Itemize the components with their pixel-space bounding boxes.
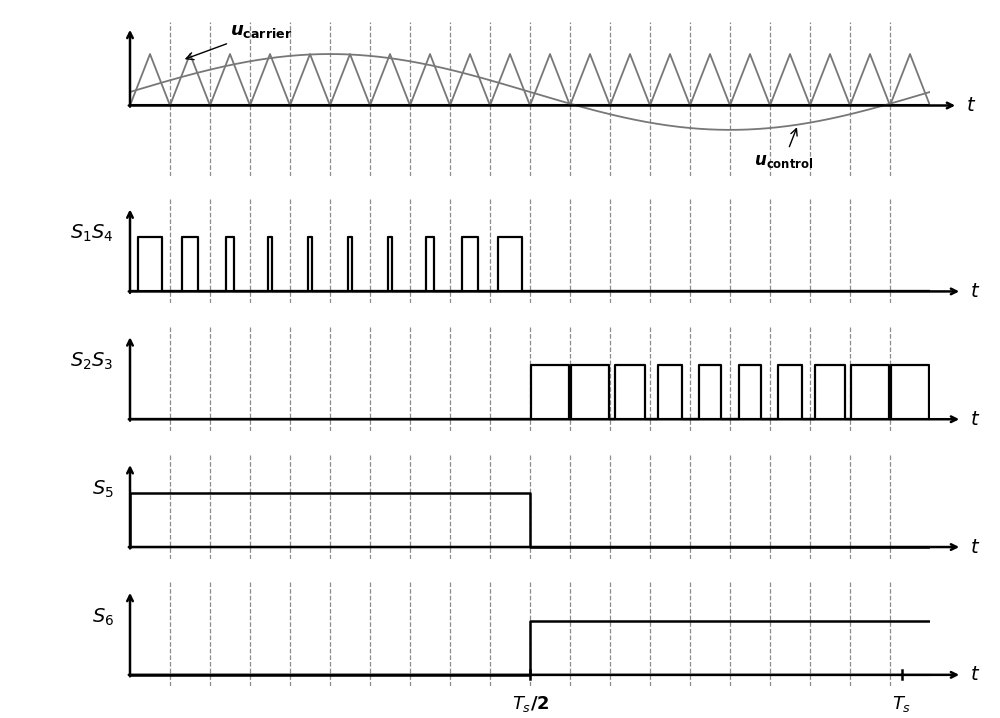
Text: $\boldsymbol{T_s/2}$: $\boldsymbol{T_s/2}$ xyxy=(512,694,548,714)
Text: $\boldsymbol{u}_{\rm\mathbf{carrier}}$: $\boldsymbol{u}_{\rm\mathbf{carrier}}$ xyxy=(186,22,292,60)
Text: $\boldsymbol{S_6}$: $\boldsymbol{S_6}$ xyxy=(92,607,114,628)
Text: $\boldsymbol{T_s}$: $\boldsymbol{T_s}$ xyxy=(892,694,912,714)
Text: $t$: $t$ xyxy=(970,282,980,301)
Text: $\boldsymbol{S_2}\boldsymbol{S_3}$: $\boldsymbol{S_2}\boldsymbol{S_3}$ xyxy=(70,351,114,372)
Text: $t$: $t$ xyxy=(970,410,980,429)
Text: $t$: $t$ xyxy=(966,96,976,115)
Text: $t$: $t$ xyxy=(970,538,980,556)
Text: $\boldsymbol{S_5}$: $\boldsymbol{S_5}$ xyxy=(92,479,114,500)
Text: $\boldsymbol{S_1}\boldsymbol{S_4}$: $\boldsymbol{S_1}\boldsymbol{S_4}$ xyxy=(70,223,114,244)
Text: $t$: $t$ xyxy=(970,666,980,684)
Text: $\boldsymbol{u}_{\rm\mathbf{control}}$: $\boldsymbol{u}_{\rm\mathbf{control}}$ xyxy=(754,129,813,170)
